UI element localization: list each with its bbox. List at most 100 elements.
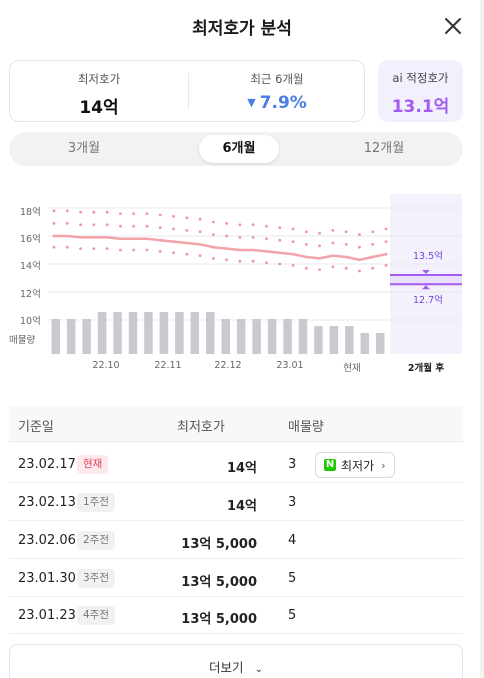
volume-bar (144, 312, 153, 354)
x-tick-label: 22.11 (154, 360, 182, 371)
column-header-price: 최저호가 (177, 420, 225, 435)
row-date: 23.01.23 (18, 608, 76, 623)
listing-dot (52, 222, 56, 225)
listing-dot (278, 226, 282, 229)
listing-dot (304, 266, 308, 270)
listing-dot (158, 250, 162, 253)
row-price: 14억 (226, 499, 257, 514)
row-count: 5 (288, 608, 297, 623)
table-header: 기준일 최저호가 매물량 (9, 406, 463, 442)
listing-dot (92, 210, 96, 214)
ai-price-value: 13.1억 (391, 97, 450, 117)
listing-dot (358, 269, 361, 273)
listing-dot (105, 210, 109, 214)
listing-dot (371, 230, 375, 234)
listing-dot (198, 217, 202, 221)
listing-dot (251, 223, 255, 227)
row-price: 14억 (226, 461, 257, 476)
volume-bar (159, 312, 169, 354)
lowest-price-link-label: 최저가 (341, 458, 375, 473)
listing-dot (278, 238, 282, 242)
tab-3-months[interactable]: 3개월 (67, 141, 101, 156)
listing-dot (145, 212, 149, 215)
table-row: 23.02.17 현재 14억 3 N 최저가 › (9, 446, 463, 483)
close-icon[interactable] (442, 15, 464, 37)
ai-low-marker (422, 285, 430, 290)
listing-dot (211, 220, 215, 224)
listing-dot (132, 248, 136, 252)
listing-dot (52, 209, 56, 213)
volume-axis-label: 매물량 (9, 335, 36, 346)
recent-change-cell: 최근 6개월 ▼ 7.9% (188, 61, 366, 121)
listing-dot (238, 223, 242, 227)
listing-dot (291, 264, 295, 267)
row-price: 13억 5,000 (181, 612, 257, 627)
scrollbar[interactable] (480, 0, 484, 678)
listing-dot (79, 247, 82, 250)
ai-high-marker (422, 270, 430, 274)
listing-dot (358, 245, 361, 249)
listing-dot (145, 224, 149, 228)
listing-dot (92, 223, 96, 227)
volume-bar (113, 312, 122, 354)
row-price: 13억 5,000 (181, 537, 257, 552)
row-price: 13억 5,000 (181, 575, 257, 590)
volume-bar (97, 312, 107, 354)
listing-dot (211, 257, 215, 260)
volume-bar (206, 312, 215, 354)
row-count: 3 (288, 457, 297, 472)
x-tick-label-future: 2개월 후 (407, 363, 445, 374)
listing-dot (251, 259, 255, 263)
listing-dot (291, 240, 295, 243)
more-button-label: 더보기 (209, 660, 244, 675)
listing-dot (185, 252, 189, 256)
listing-dot (304, 243, 308, 246)
current-badge: 현재 (77, 455, 109, 474)
volume-bar (329, 326, 339, 354)
y-tick-label: 12억 (20, 289, 41, 300)
listing-dot (172, 215, 175, 218)
listing-dot (318, 244, 321, 248)
listing-dot (65, 209, 69, 213)
ai-range-band (390, 275, 462, 285)
volume-bar (128, 312, 138, 354)
listing-dot (265, 261, 268, 264)
volume-bar (360, 333, 370, 354)
listing-dot (145, 248, 149, 252)
volume-bar (345, 326, 354, 354)
listing-dot (119, 248, 122, 252)
listing-dot (172, 227, 175, 231)
volume-bar (66, 319, 76, 354)
listing-dot (185, 229, 189, 232)
more-button[interactable]: 더보기 ⌄ (9, 644, 463, 678)
listing-dot (158, 226, 162, 229)
listing-dot (265, 237, 268, 241)
listing-dot (358, 233, 361, 236)
naver-n-icon: N (324, 459, 336, 471)
ai-price-box: ai 적정호가 13.1억 (378, 60, 463, 122)
row-count: 5 (288, 571, 297, 586)
tab-12-months[interactable]: 12개월 (363, 141, 405, 156)
listing-dot (119, 212, 122, 215)
summary-divider (188, 73, 189, 109)
week-badge: 4주전 (77, 606, 116, 625)
chevron-down-icon: ⌄ (254, 664, 263, 675)
table-row: 23.01.23 4주전 13억 5,000 5 (9, 597, 463, 634)
column-header-date: 기준일 (18, 420, 54, 435)
volume-bar (236, 319, 246, 354)
listing-dot (185, 216, 189, 220)
listing-dot (132, 212, 136, 215)
row-date: 23.02.17 (18, 457, 76, 472)
week-badge: 3주전 (77, 569, 116, 588)
listing-dot (105, 247, 109, 250)
volume-bar (175, 312, 184, 354)
price-summary: 최저호가 14억 최근 6개월 ▼ 7.9% (9, 60, 365, 122)
recent-change-label: 최근 6개월 (250, 72, 304, 86)
volume-bar (221, 319, 230, 354)
listing-dot (238, 259, 242, 263)
listing-dot (384, 264, 388, 267)
lowest-price-link-button[interactable]: N 최저가 › (315, 452, 395, 478)
tab-6-months[interactable]: 6개월 (199, 135, 279, 163)
volume-bar (82, 319, 91, 354)
row-count: 3 (288, 495, 297, 510)
